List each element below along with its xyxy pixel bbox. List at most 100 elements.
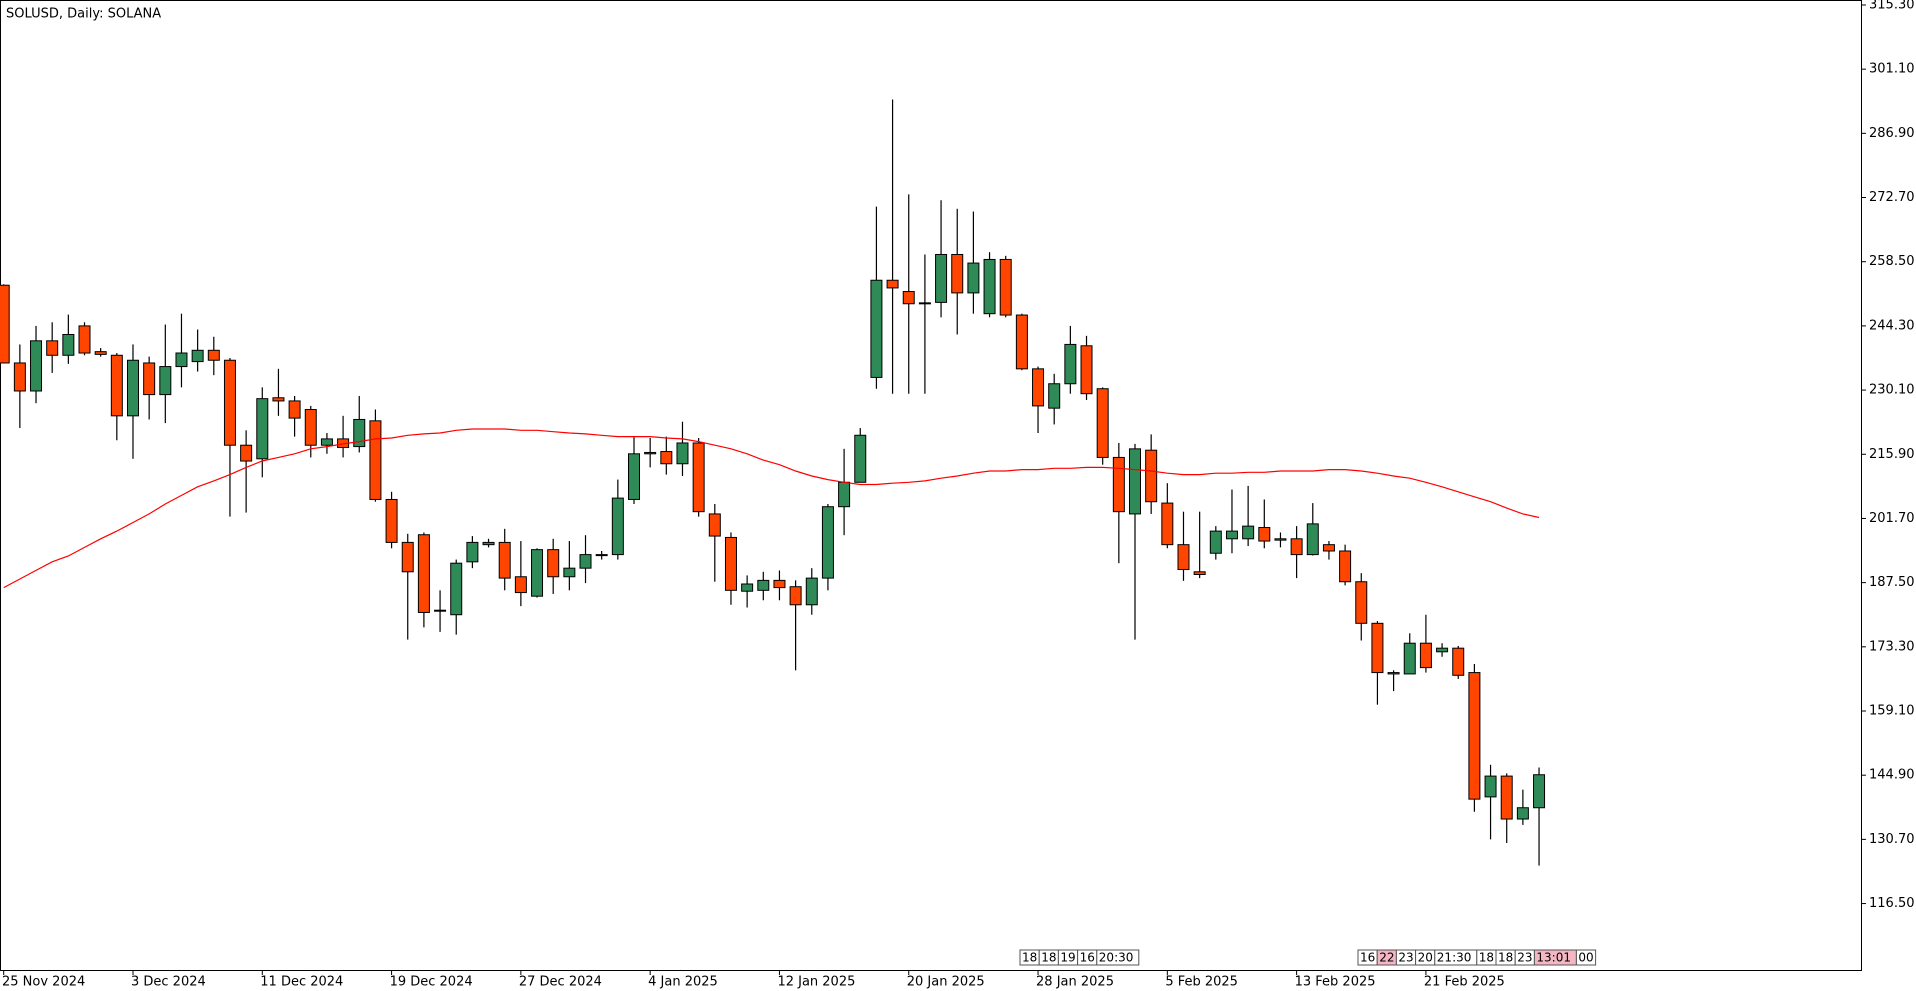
candle-body (240, 444, 253, 462)
event-flag-label: 18 (1041, 951, 1056, 965)
candle-body (951, 253, 964, 294)
x-tick-label: 20 Jan 2025 (907, 975, 985, 990)
candle-body (627, 453, 640, 500)
candle-body (272, 397, 285, 402)
event-flag-group: 16 22 23 20 21:30 18 18 23 13:01 00 (1357, 949, 1597, 966)
candle-body (1419, 642, 1432, 669)
candle-body (1177, 544, 1190, 571)
candle-body (1015, 314, 1028, 370)
event-flag-label: 21:30 (1437, 951, 1472, 965)
candle-body (595, 554, 608, 557)
y-tick-label: 315.30 (1869, 0, 1915, 12)
x-tick-label: 3 Dec 2024 (131, 975, 206, 990)
x-tick-label: 21 Feb 2025 (1424, 975, 1505, 990)
y-tick-label: 116.50 (1869, 896, 1915, 911)
y-tick-label: 230.10 (1869, 383, 1915, 398)
candle-body (531, 549, 544, 597)
y-tick-label: 130.70 (1869, 832, 1915, 847)
event-flag-label: 22 (1379, 951, 1394, 965)
candle-body (94, 351, 107, 355)
candle-body (466, 541, 479, 563)
y-tick-label: 258.50 (1869, 254, 1915, 269)
event-flag-label: 23 (1517, 951, 1532, 965)
candle-body (0, 284, 10, 364)
x-tick-label: 12 Jan 2025 (777, 975, 855, 990)
y-tick-label: 201.70 (1869, 511, 1915, 526)
candle-body (159, 366, 172, 396)
event-flag (1096, 949, 1140, 966)
candle-body (1064, 343, 1077, 385)
candle-body (369, 420, 382, 500)
candle-body (724, 536, 737, 591)
candle-body (1290, 538, 1303, 556)
candle-body (999, 258, 1012, 316)
candle-body (1258, 526, 1271, 542)
event-flag-label: 16 (1080, 951, 1095, 965)
candle-body (805, 577, 818, 606)
candle-body (1242, 525, 1255, 540)
event-flag-label: 20:30 (1099, 951, 1134, 965)
x-tick-label: 11 Dec 2024 (260, 975, 343, 990)
y-tick-label: 215.90 (1869, 447, 1915, 462)
candle-body (304, 409, 317, 446)
candle-body (1484, 775, 1497, 798)
candle-body (1048, 383, 1061, 409)
candle-body (935, 253, 948, 303)
candle-body (1145, 449, 1158, 503)
candle-body (773, 579, 786, 589)
event-flag-label: 18 (1479, 951, 1494, 965)
candle-body (1371, 622, 1384, 674)
candle-body (579, 554, 592, 569)
candle-body (288, 400, 301, 419)
candle-body (514, 576, 527, 594)
y-tick-label: 159.10 (1869, 704, 1915, 719)
candle-body (353, 418, 366, 448)
candle-body (30, 340, 43, 392)
x-tick-label: 13 Feb 2025 (1295, 975, 1376, 990)
candle-body (902, 291, 915, 305)
x-tick-label: 5 Feb 2025 (1165, 975, 1238, 990)
candle-body (1080, 345, 1093, 395)
event-flag-group: 18 18 19 16 20:30 (1019, 949, 1140, 966)
y-tick-label: 144.90 (1869, 768, 1915, 783)
y-tick-label: 187.50 (1869, 575, 1915, 590)
event-flag-label: 00 (1578, 951, 1593, 965)
candle-body (13, 362, 26, 392)
candle-body (870, 279, 883, 378)
candle-body (547, 549, 560, 578)
candle-body (741, 583, 754, 592)
candle-body (1322, 544, 1335, 552)
x-tick-label: 27 Dec 2024 (519, 975, 602, 990)
candle-body (1096, 388, 1109, 458)
x-tick-label: 28 Jan 2025 (1036, 975, 1114, 990)
event-flag-label: 18 (1022, 951, 1037, 965)
candle-body (256, 398, 269, 460)
y-tick-label: 272.70 (1869, 190, 1915, 205)
candle-body (1355, 581, 1368, 624)
y-tick-label: 173.30 (1869, 639, 1915, 654)
candle-body (918, 302, 931, 305)
candle-body (434, 609, 447, 612)
candle-body (692, 442, 705, 513)
candle-body (708, 513, 721, 537)
event-flag-label: 18 (1498, 951, 1513, 965)
candle-body (886, 279, 899, 289)
candle-body (757, 579, 770, 591)
candle-body (1452, 647, 1465, 676)
candle-body (676, 442, 689, 465)
event-flag-label: 16 (1360, 951, 1375, 965)
candle-body (1339, 550, 1352, 583)
candle-body (1306, 523, 1319, 556)
candle-body (1468, 672, 1481, 800)
candle-body (967, 262, 980, 294)
candle-body (1500, 775, 1513, 820)
candle-body (1112, 456, 1125, 513)
candle-body (143, 362, 156, 396)
candle-body (1209, 530, 1222, 554)
candle-body (498, 541, 511, 579)
candle-body (417, 534, 430, 613)
candle-body (644, 451, 657, 455)
plot-frame (0, 0, 1862, 971)
